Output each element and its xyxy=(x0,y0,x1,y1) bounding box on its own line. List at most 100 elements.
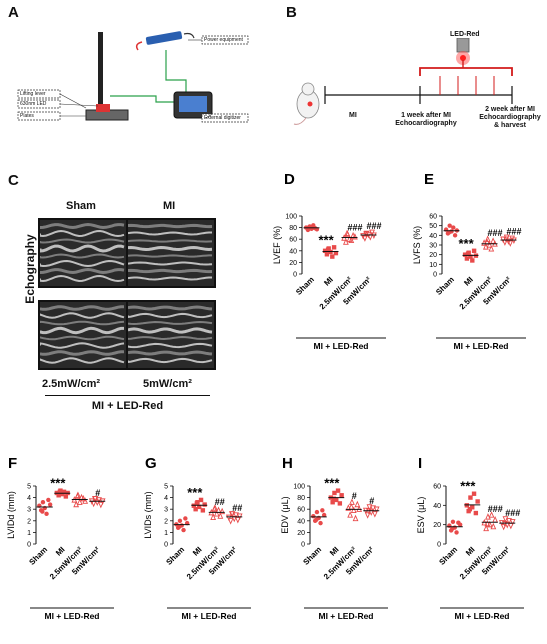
y-tick-label: 0 xyxy=(27,542,31,549)
category-label: MI xyxy=(464,545,477,558)
data-point xyxy=(177,518,183,523)
echo-band xyxy=(128,320,213,326)
y-tick-label: 4 xyxy=(27,495,31,502)
data-point xyxy=(370,505,376,512)
data-point xyxy=(197,504,202,510)
y-axis-label: LVIDs (mm) xyxy=(143,491,153,538)
data-point xyxy=(318,520,323,526)
data-point xyxy=(362,235,368,242)
data-point xyxy=(321,512,327,518)
data-point xyxy=(339,493,344,498)
y-tick-label: 100 xyxy=(285,214,297,221)
two-week-label: 2 week after MI Echocardiography & harve… xyxy=(474,106,546,130)
data-point xyxy=(80,494,87,502)
significance-label: # xyxy=(352,491,357,501)
echo-band xyxy=(40,305,125,311)
echo-band xyxy=(40,335,125,341)
data-point xyxy=(484,519,491,527)
echo-band xyxy=(128,276,212,281)
y-tick-label: 60 xyxy=(289,237,297,244)
y-tick-label: 0 xyxy=(437,542,441,549)
category-label: MI xyxy=(54,545,67,558)
data-point xyxy=(457,522,463,527)
data-point xyxy=(363,231,369,238)
category-label: MI xyxy=(322,275,335,288)
data-point xyxy=(500,236,506,243)
panel-letter-a: A xyxy=(8,4,19,21)
y-tick-label: 80 xyxy=(297,495,305,502)
y-tick-label: 20 xyxy=(433,522,441,529)
data-point xyxy=(337,501,343,506)
echo-band xyxy=(40,326,124,335)
data-point xyxy=(504,522,511,529)
y-axis-label: EDV (μL) xyxy=(280,496,290,533)
y-tick-label: 0 xyxy=(433,272,437,279)
echo-dose2-label: 5mW/cm² xyxy=(143,378,192,390)
echo-dose1-label: 2.5mW/cm² xyxy=(42,378,101,390)
echo-band xyxy=(40,274,125,283)
echo-sham-label: Sham xyxy=(66,200,96,212)
y-tick-label: 3 xyxy=(27,507,31,514)
label-digitizer: External digitizer xyxy=(204,115,241,121)
significance-label: *** xyxy=(50,476,66,491)
data-point xyxy=(324,252,330,257)
data-point xyxy=(193,507,198,512)
data-point xyxy=(369,229,375,237)
data-point xyxy=(507,240,514,247)
y-tick-label: 2 xyxy=(27,518,31,525)
data-point xyxy=(219,507,226,515)
echo-band xyxy=(128,231,212,236)
led-red-label: LED-Red xyxy=(450,31,480,38)
y-tick-label: 80 xyxy=(289,225,297,232)
data-point xyxy=(505,238,512,245)
data-point xyxy=(331,496,337,501)
echo-band xyxy=(128,357,213,364)
data-point xyxy=(306,224,312,230)
echo-band xyxy=(128,305,213,311)
data-point xyxy=(76,498,83,505)
data-point xyxy=(450,519,456,524)
data-point xyxy=(364,512,371,519)
data-point xyxy=(57,489,63,494)
echo-band xyxy=(40,238,125,244)
data-point xyxy=(333,250,339,256)
data-point xyxy=(470,258,475,263)
category-label: MI xyxy=(191,545,204,558)
data-point xyxy=(348,236,355,244)
echo-group-line xyxy=(45,395,210,396)
apparatus-diagram xyxy=(17,31,249,123)
significance-label: *** xyxy=(459,236,475,251)
data-point xyxy=(473,510,479,516)
significance-label: *** xyxy=(187,485,203,500)
group-label: MI + LED-Red xyxy=(44,611,99,621)
y-tick-label: 100 xyxy=(293,484,305,491)
y-tick-label: 0 xyxy=(301,542,305,549)
significance-label: ### xyxy=(505,508,520,518)
y-tick-label: 0 xyxy=(164,542,168,549)
data-point xyxy=(314,517,319,522)
category-label: Sham xyxy=(434,275,456,297)
significance-label: # xyxy=(95,488,100,498)
echo-band xyxy=(128,268,213,274)
one-week-line1: 1 week after MI xyxy=(401,112,451,119)
data-point xyxy=(234,516,241,524)
data-point xyxy=(194,501,200,506)
y-axis-label: ESV (μL) xyxy=(416,497,426,534)
two-week-line2: Echocardiography xyxy=(479,114,541,121)
data-point xyxy=(354,500,361,508)
data-point xyxy=(63,494,69,499)
data-point xyxy=(40,500,46,505)
echo-band xyxy=(128,223,213,229)
data-point xyxy=(314,509,320,515)
echo-band xyxy=(128,342,213,349)
group-label: MI + LED-Red xyxy=(454,611,509,621)
y-tick-label: 60 xyxy=(297,507,305,514)
data-point xyxy=(231,515,238,523)
panel-letter-f: F xyxy=(8,455,17,472)
y-tick-label: 60 xyxy=(433,484,441,491)
echo-band xyxy=(40,357,125,364)
echo-band xyxy=(128,261,213,266)
data-point xyxy=(483,524,490,532)
